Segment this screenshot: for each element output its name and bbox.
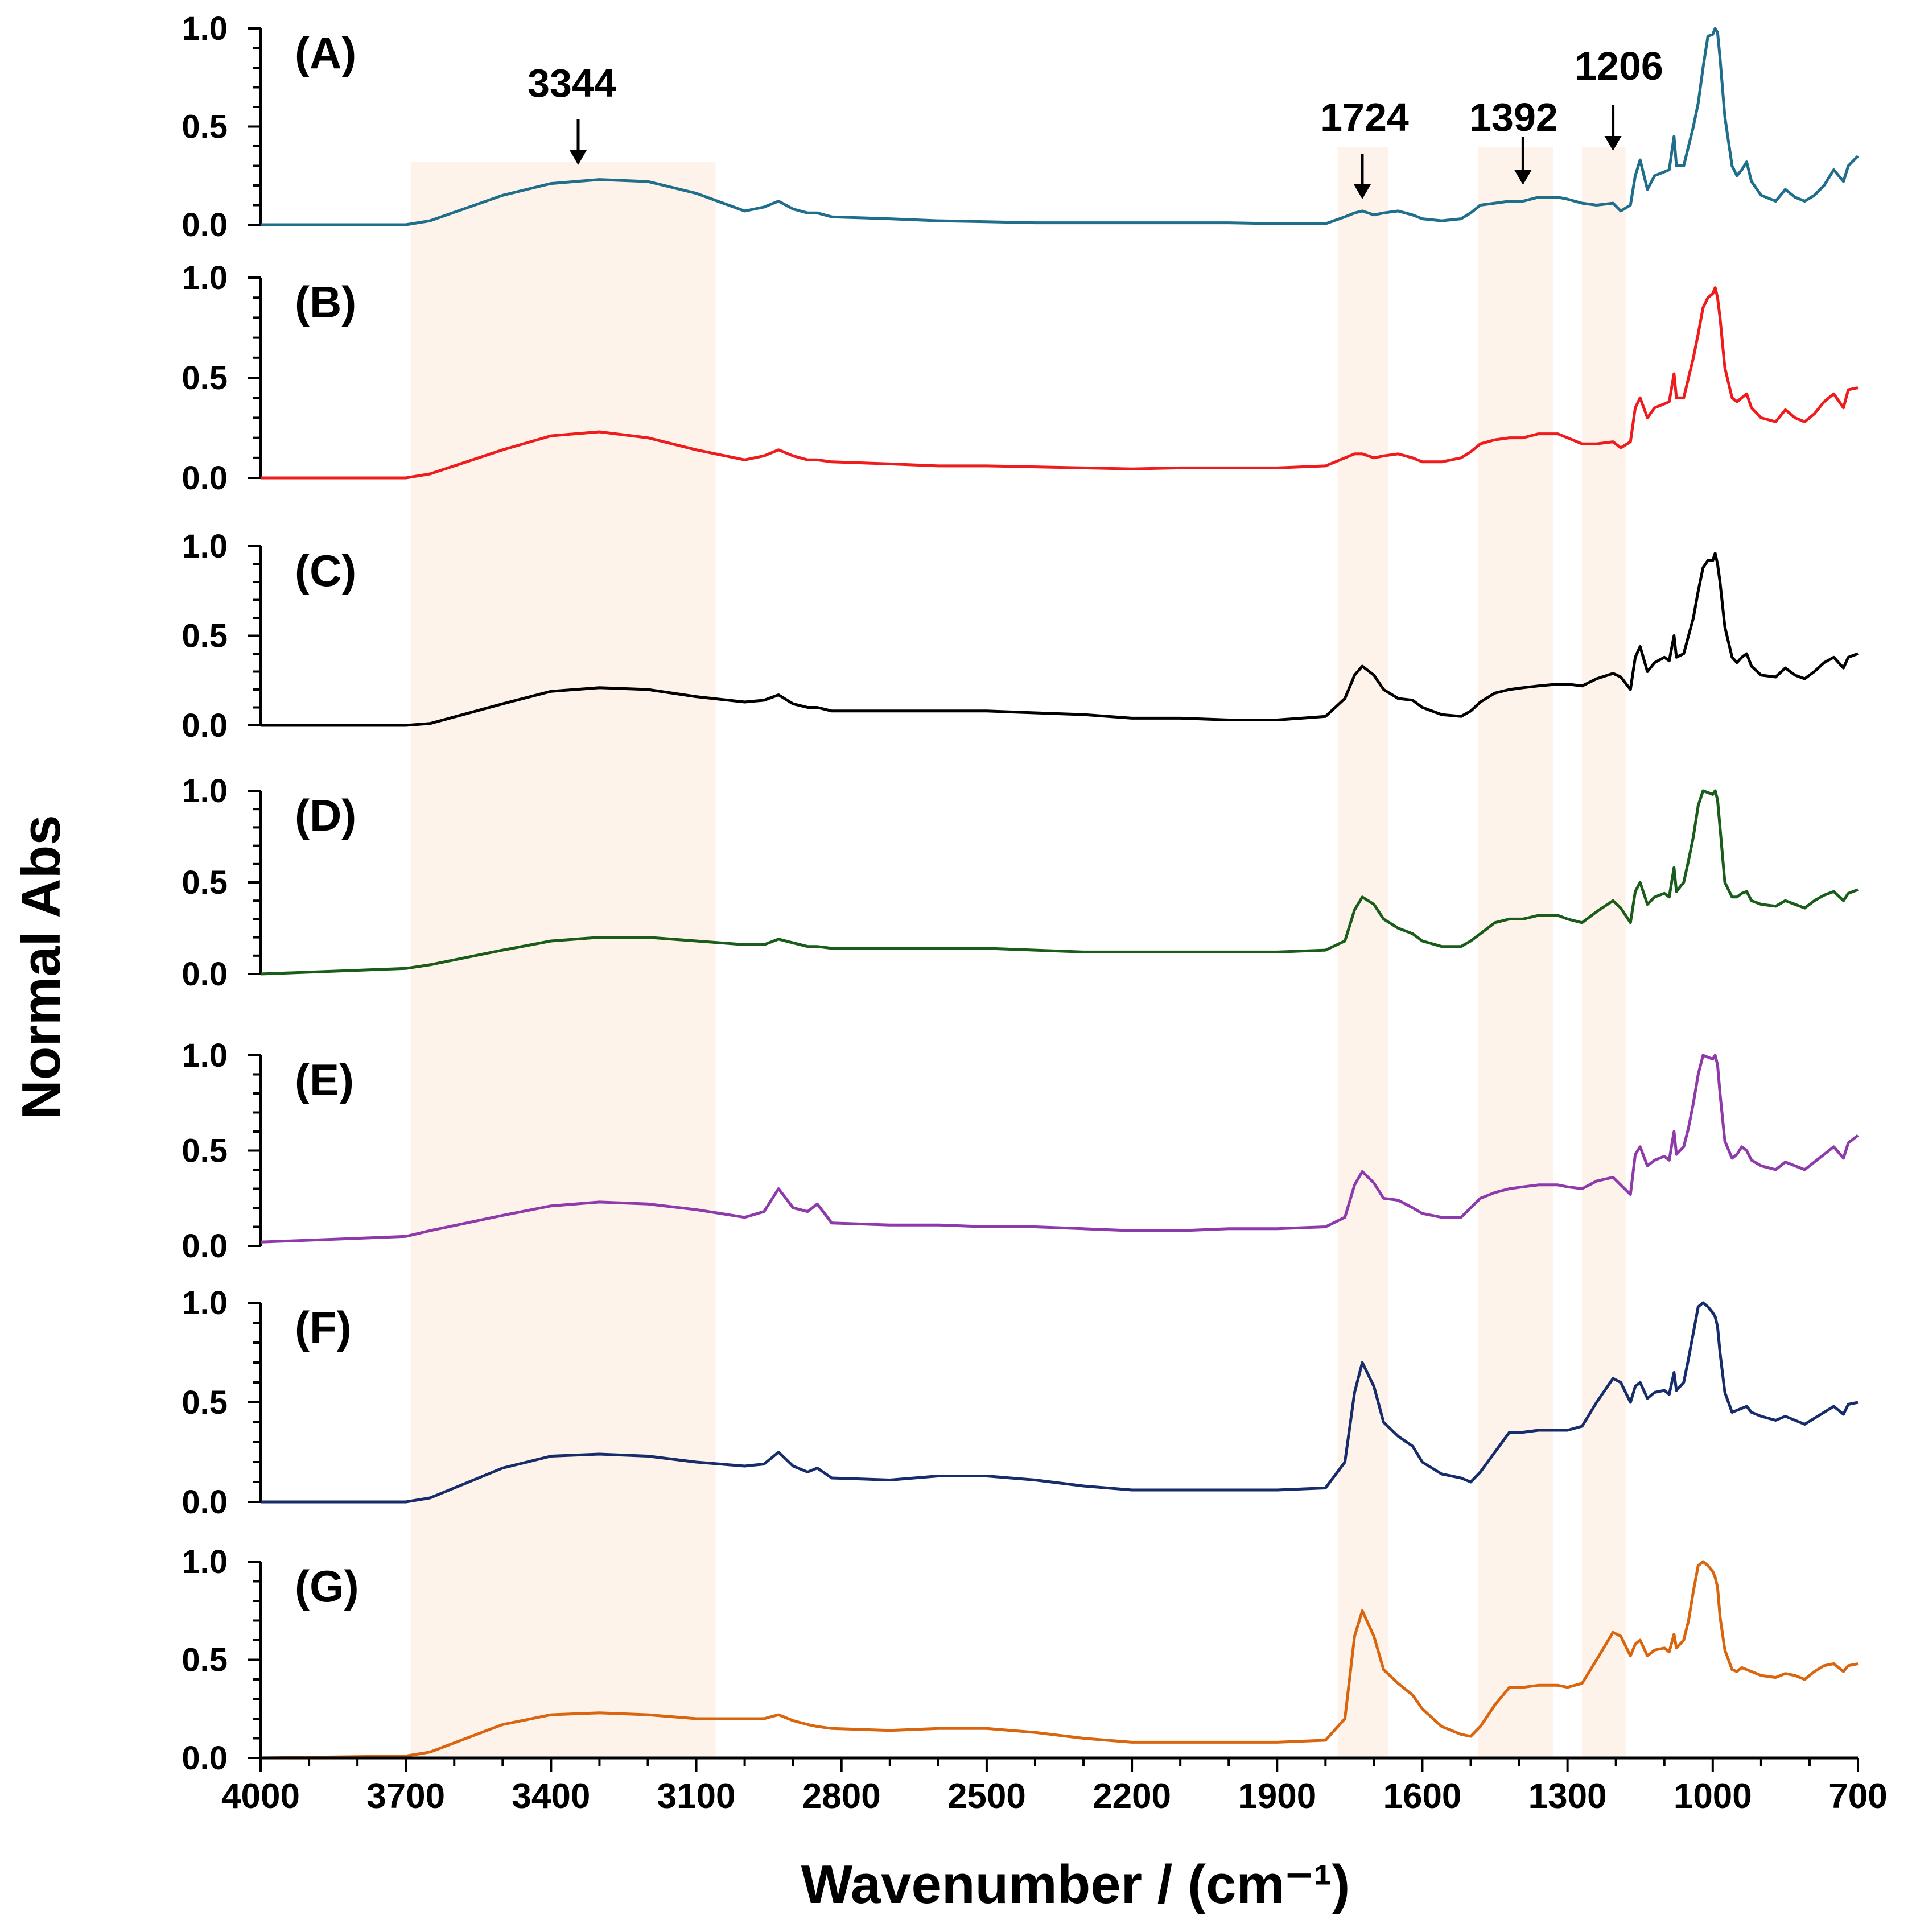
spectrum-panel: 0.0 0.5 1.0 (F) xyxy=(182,1285,1859,1521)
spectrum-panel: 0.0 0.5 1.0 (C) xyxy=(182,528,1859,744)
highlight-band xyxy=(410,162,716,1758)
spectrum-panel: 0.0 0.5 1.0 (B) xyxy=(182,259,1859,497)
peak-annotations: 3344 1724 1392 1206 xyxy=(528,44,1663,199)
peak-label: 1724 xyxy=(1320,95,1409,139)
y-tick-label: 0.5 xyxy=(182,1384,228,1421)
y-tick-label: 1.0 xyxy=(182,773,228,810)
y-tick-label: 1.0 xyxy=(182,259,228,296)
y-tick-label: 1.0 xyxy=(182,1543,228,1580)
spectrum-line xyxy=(261,552,1859,727)
x-tick-label: 1000 xyxy=(1674,1777,1752,1816)
panel-label: (C) xyxy=(295,546,356,596)
spectrum-line xyxy=(261,1301,1859,1504)
y-tick-label: 0.5 xyxy=(182,1642,228,1679)
panel-label: (D) xyxy=(295,790,356,840)
panel-label: (G) xyxy=(295,1561,359,1611)
peak-arrow-head xyxy=(1604,136,1622,151)
x-tick-label: 1600 xyxy=(1383,1777,1461,1816)
peak-arrow-head xyxy=(1353,184,1371,199)
y-tick-label: 1.0 xyxy=(182,1037,228,1074)
y-tick-label: 0.0 xyxy=(182,1228,228,1265)
peak-arrow-head xyxy=(1514,170,1532,185)
x-tick-label: 2200 xyxy=(1093,1777,1171,1816)
y-tick-label: 0.5 xyxy=(182,360,228,397)
x-tick-label: 3700 xyxy=(366,1777,445,1816)
highlight-band xyxy=(1337,147,1388,1758)
y-tick-label: 0.5 xyxy=(182,109,228,146)
spectrum-panel: 0.0 0.5 1.0 (D) xyxy=(182,773,1859,993)
y-tick-label: 0.0 xyxy=(182,707,228,744)
spectrum-line xyxy=(260,1054,1859,1244)
highlight-bands xyxy=(410,147,1626,1758)
x-tick-label: 2800 xyxy=(802,1777,881,1816)
y-tick-label: 0.5 xyxy=(182,1133,228,1170)
y-tick-label: 0.0 xyxy=(182,460,228,497)
x-tick-label: 4000 xyxy=(221,1777,300,1816)
x-tick-label: 700 xyxy=(1828,1777,1887,1816)
peak-arrow-head xyxy=(569,150,587,165)
peak-label: 1392 xyxy=(1469,95,1558,139)
highlight-band xyxy=(1582,147,1626,1758)
panel-label: (E) xyxy=(295,1055,354,1105)
peak-label: 3344 xyxy=(528,61,616,105)
y-tick-label: 0.0 xyxy=(182,956,228,993)
panel-label: (F) xyxy=(295,1302,352,1352)
x-tick-label: 1900 xyxy=(1238,1777,1316,1816)
spectrum-line xyxy=(261,286,1859,480)
panel-label: (B) xyxy=(295,277,356,327)
highlight-band xyxy=(1478,147,1554,1758)
y-tick-label: 0.0 xyxy=(182,1740,228,1777)
y-tick-label: 0.0 xyxy=(182,207,228,243)
spectrum-panel: 0.0 0.5 1.0 (A) xyxy=(182,10,1859,243)
y-tick-label: 0.5 xyxy=(182,864,228,901)
y-tick-label: 1.0 xyxy=(182,1285,228,1322)
y-tick-label: 0.5 xyxy=(182,618,228,655)
x-tick-label: 2500 xyxy=(947,1777,1026,1816)
x-tick-label: 3100 xyxy=(657,1777,736,1816)
x-axis-title: Wavenumber / (cm⁻¹) xyxy=(801,1854,1350,1915)
spectrum-panel: 0.0 0.5 1.0 (E) xyxy=(182,1037,1859,1265)
spectra-panels: 0.00.51.0 (A)0.00.51.0 (B)0.00.51.0 (C)0.00… xyxy=(182,10,1859,1777)
x-axis: 4000 3700 3400 3100 2800 2500 2200 1900 1600 1300… xyxy=(221,1756,1888,1816)
y-axis-title: Normal Abs xyxy=(11,815,72,1119)
y-tick-label: 1.0 xyxy=(182,10,228,47)
spectrum-line xyxy=(261,27,1859,226)
x-tick-label: 1300 xyxy=(1528,1777,1607,1816)
spectrum-line xyxy=(260,1560,1859,1760)
y-tick-label: 0.0 xyxy=(182,1484,228,1521)
spectrum-line xyxy=(260,789,1859,976)
peak-label: 1206 xyxy=(1575,44,1663,88)
y-tick-label: 1.0 xyxy=(182,528,228,565)
spectrum-panel: 0.0 0.5 1.0 (G) xyxy=(182,1543,1859,1777)
panel-label: (A) xyxy=(295,28,356,78)
x-tick-label: 3400 xyxy=(512,1777,590,1816)
